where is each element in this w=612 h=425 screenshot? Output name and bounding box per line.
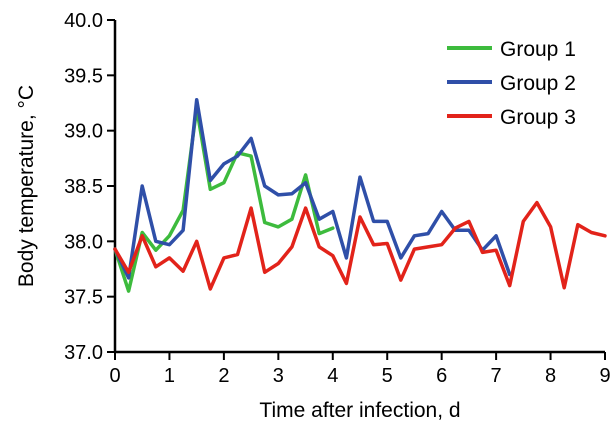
x-tick-label: 9	[599, 365, 610, 387]
y-tick-label: 39.0	[64, 121, 103, 143]
series-line-2	[113, 97, 512, 280]
legend-label-3: Group 3	[500, 106, 576, 129]
x-ticks: 0 1 2 3 4 5 6 7 8 9	[109, 352, 611, 387]
series-line-1	[113, 106, 335, 293]
x-tick-label: 0	[109, 365, 120, 387]
y-tick-label: 38.5	[64, 176, 103, 198]
series-line-3	[113, 200, 607, 291]
y-tick-label: 37.5	[64, 287, 103, 309]
plot-area: 0 1 2 3 4 5 6 7 8 9 37.0 37.5 38.0 38.5 39.0 39.5 40.0	[64, 10, 611, 387]
y-axis-title: Body temperature, °C	[15, 85, 38, 287]
y-ticks: 37.0 37.5 38.0 38.5 39.0 39.5 40.0	[64, 10, 115, 364]
x-tick-label: 3	[273, 365, 284, 387]
x-tick-label: 5	[382, 365, 393, 387]
x-tick-label: 7	[491, 365, 502, 387]
legend: Group 1 Group 2 Group 3	[447, 38, 576, 129]
x-tick-label: 1	[164, 365, 175, 387]
x-tick-label: 6	[436, 365, 447, 387]
x-tick-label: 2	[218, 365, 229, 387]
y-tick-label: 38.0	[64, 231, 103, 253]
legend-label-2: Group 2	[500, 72, 576, 95]
legend-label-1: Group 1	[500, 38, 576, 61]
series-lines	[113, 97, 607, 293]
x-tick-label: 4	[327, 365, 338, 387]
x-tick-label: 8	[545, 365, 556, 387]
x-axis-title: Time after infection, d	[259, 399, 460, 422]
y-tick-label: 40.0	[64, 10, 103, 32]
y-tick-label: 39.5	[64, 65, 103, 87]
y-tick-label: 37.0	[64, 342, 103, 364]
